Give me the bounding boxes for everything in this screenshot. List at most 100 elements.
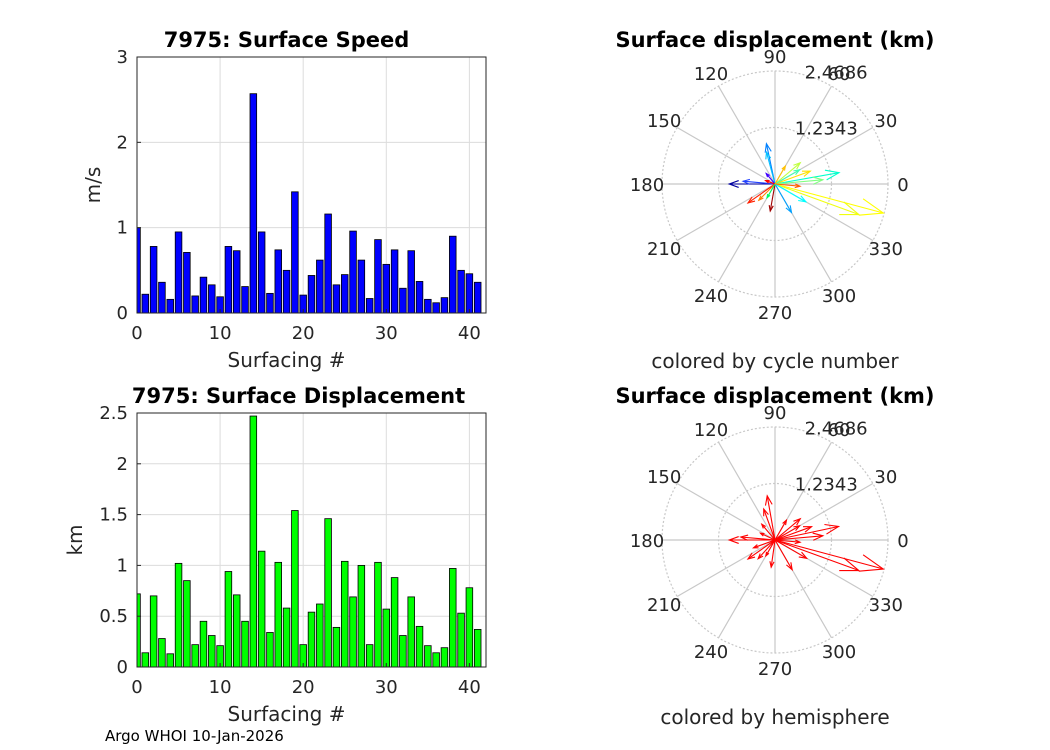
arrow-head [858, 554, 885, 572]
x-tick-label: 30 [375, 677, 398, 698]
displacement-arrow [774, 161, 802, 185]
displacement-arrow [774, 169, 841, 185]
bar [274, 249, 282, 314]
y-tick-label: 3 [117, 47, 128, 68]
arrow-head [786, 562, 793, 572]
displacement-arrow [766, 183, 776, 200]
arrow-shaft [765, 152, 776, 185]
bar [166, 653, 174, 668]
y-tick-label: 2 [117, 132, 128, 153]
arrow-head [858, 198, 885, 216]
bar [407, 596, 415, 668]
angle-label: 90 [764, 403, 787, 424]
arrow-shaft [774, 183, 801, 187]
displacement-arrow [774, 525, 801, 541]
angle-label: 210 [647, 595, 681, 616]
arrow-shaft [774, 539, 793, 571]
compass-caption: colored by hemisphere [660, 705, 889, 729]
displacement-arrow [757, 183, 776, 202]
bar [332, 626, 341, 668]
arrow-shaft [770, 539, 776, 568]
displacement-arrow [774, 169, 801, 185]
angle-label: 270 [758, 659, 792, 680]
bar [291, 510, 299, 668]
angle-label: 240 [694, 642, 728, 663]
compass-caption: colored by cycle number [651, 349, 899, 373]
y-tick-label: 0 [117, 303, 128, 324]
displacement-arrow [774, 517, 802, 541]
bar [390, 577, 399, 668]
angle-label: 150 [647, 111, 681, 132]
displacement-arrow [774, 176, 825, 185]
arrow-head [757, 553, 764, 560]
arrow-head [766, 193, 771, 200]
bar [266, 632, 274, 668]
angle-label: 300 [822, 642, 856, 663]
arrow-head [765, 551, 770, 558]
footer-text: Argo WHOI 10-Jan-2026 [105, 727, 284, 745]
displacement-arrow [746, 539, 776, 560]
bar [307, 275, 316, 314]
y-tick-label: 2.5 [99, 403, 128, 424]
arrow-head [768, 205, 774, 213]
bar [166, 298, 174, 314]
angle-label: 90 [764, 47, 787, 68]
displacement-arrow [774, 164, 787, 185]
arrow-head [794, 183, 802, 189]
arrow-head [765, 172, 770, 178]
displacement-arrow [739, 534, 776, 541]
bar [282, 269, 291, 314]
arrow-head [727, 180, 739, 188]
arrow-shaft [760, 532, 776, 541]
displacement-arrow [765, 539, 776, 558]
arrow-shaft [753, 539, 776, 549]
bar [365, 298, 374, 314]
bar [324, 518, 332, 668]
arrow-head [760, 522, 766, 529]
angle-label: 150 [647, 467, 681, 488]
displacement-arrow [774, 539, 861, 572]
bar [249, 415, 258, 668]
arrow-head [764, 180, 770, 184]
bar [274, 561, 282, 668]
y-axis-label: km [63, 524, 87, 555]
arrow-shaft [766, 495, 776, 541]
axes-box [136, 56, 487, 314]
arrow-shaft [774, 183, 860, 216]
bar [241, 286, 249, 314]
arrow-shaft [747, 183, 776, 204]
bar [465, 273, 474, 314]
bar [191, 295, 199, 314]
bar [341, 560, 349, 668]
compass-title: Surface displacement (km) [615, 28, 934, 52]
displacement-arrow [765, 150, 776, 185]
angle-label: 240 [694, 286, 728, 307]
arrow-shaft [774, 539, 860, 572]
arrow-head [781, 164, 787, 171]
arrow-head [793, 169, 801, 175]
bar [208, 284, 216, 314]
arrow-shaft [774, 179, 823, 185]
displacement-arrow [727, 180, 775, 188]
displacement-arrow [774, 183, 802, 189]
chart-title: 7975: Surface Speed [164, 28, 410, 52]
bar [424, 298, 432, 314]
bar [407, 250, 415, 314]
bar [257, 231, 266, 314]
displacement-arrow [774, 539, 802, 545]
compass-hemisphere-chart: 0 30 60 90 120 150 180 210 240 270 300 330 1.2343 2.4… [615, 384, 934, 729]
bar [141, 293, 150, 314]
bar [424, 645, 432, 668]
arrow-head [782, 518, 788, 526]
bar [257, 550, 266, 668]
angle-label: 210 [647, 239, 681, 260]
bar [382, 608, 391, 668]
displacement-arrow [774, 183, 808, 203]
angle-label: 330 [869, 239, 903, 260]
compass-cycle-chart: 0 30 60 90 120 150 180 210 240 270 300 330 1.2343 2.4… [615, 28, 934, 373]
displacement-arrow [746, 183, 776, 204]
arrow-head [769, 561, 775, 569]
ring-label: 1.2343 [795, 118, 858, 139]
arrow-shaft [758, 183, 776, 201]
